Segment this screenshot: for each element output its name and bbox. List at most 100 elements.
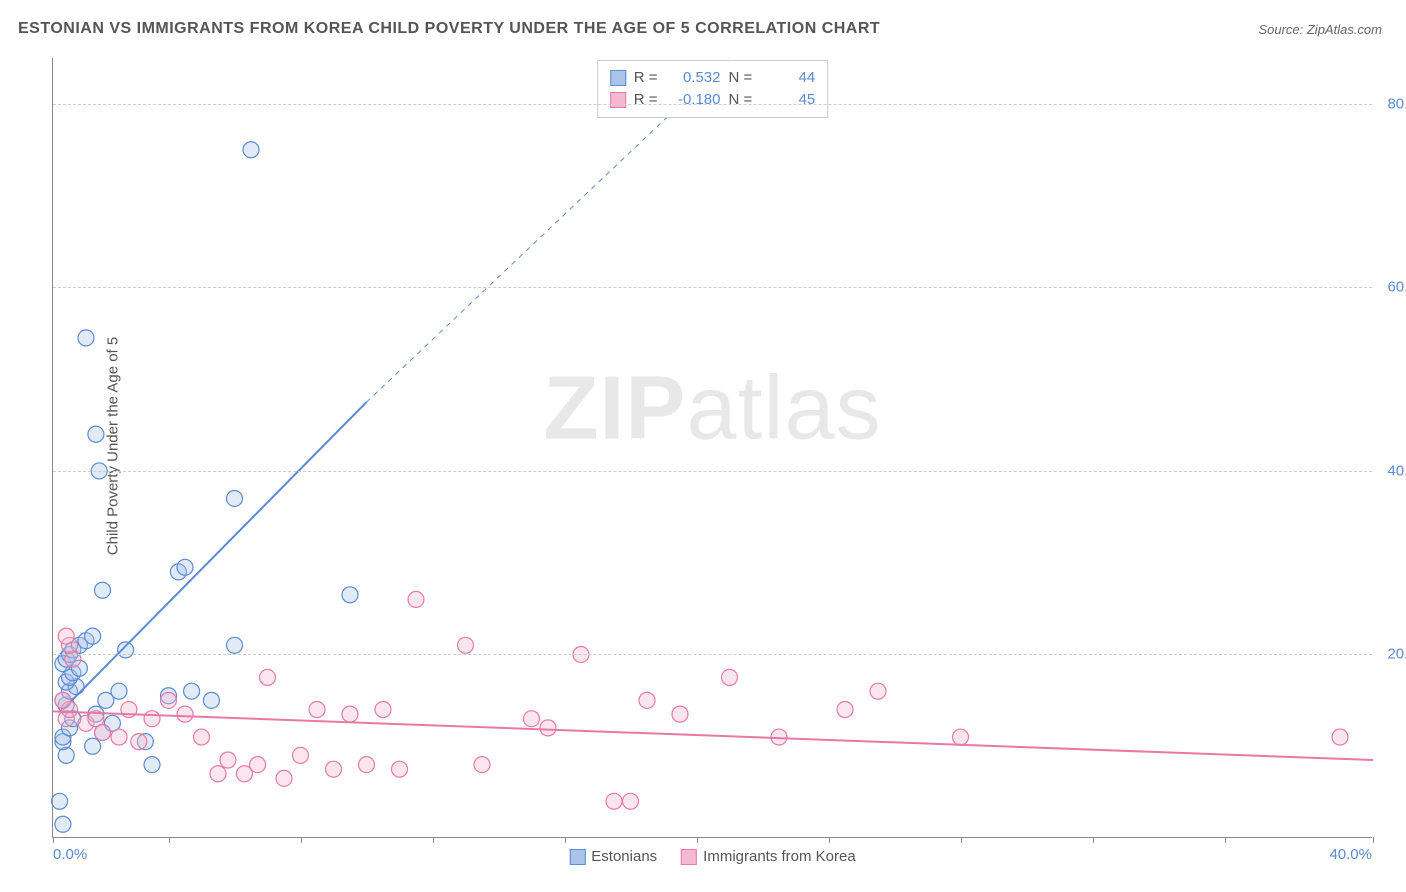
gridline bbox=[53, 104, 1372, 105]
y-tick-label: 20.0% bbox=[1387, 646, 1406, 663]
data-point-estonians bbox=[85, 628, 101, 644]
swatch-korea bbox=[610, 92, 626, 108]
correlation-legend: R = 0.532 N = 44 R = -0.180 N = 45 bbox=[597, 60, 829, 118]
x-tick-label-min: 0.0% bbox=[53, 846, 87, 863]
data-point-korea bbox=[474, 757, 490, 773]
data-point-estonians bbox=[184, 683, 200, 699]
legend-item-korea: Immigrants from Korea bbox=[681, 848, 856, 865]
data-point-korea bbox=[672, 706, 688, 722]
data-point-estonians bbox=[227, 637, 243, 653]
source-citation: Source: ZipAtlas.com bbox=[1258, 22, 1382, 37]
data-point-estonians bbox=[243, 142, 259, 158]
data-point-korea bbox=[837, 702, 853, 718]
data-point-korea bbox=[722, 669, 738, 685]
x-tick bbox=[565, 837, 566, 843]
data-point-korea bbox=[326, 761, 342, 777]
x-tick bbox=[53, 837, 54, 843]
chart-svg bbox=[53, 58, 1372, 837]
data-point-korea bbox=[392, 761, 408, 777]
data-point-korea bbox=[606, 793, 622, 809]
data-point-korea bbox=[458, 637, 474, 653]
n-label: N = bbox=[729, 89, 753, 111]
series-legend: Estonians Immigrants from Korea bbox=[569, 848, 855, 865]
data-point-korea bbox=[540, 720, 556, 736]
data-point-korea bbox=[194, 729, 210, 745]
data-point-estonians bbox=[177, 559, 193, 575]
data-point-korea bbox=[953, 729, 969, 745]
swatch-estonians bbox=[610, 70, 626, 86]
gridline bbox=[53, 654, 1372, 655]
legend-row-estonians: R = 0.532 N = 44 bbox=[610, 67, 816, 89]
data-point-korea bbox=[1332, 729, 1348, 745]
trend-line-estonians bbox=[63, 402, 367, 709]
x-tick bbox=[1093, 837, 1094, 843]
data-point-estonians bbox=[52, 793, 68, 809]
data-point-korea bbox=[220, 752, 236, 768]
legend-row-korea: R = -0.180 N = 45 bbox=[610, 89, 816, 111]
data-point-estonians bbox=[342, 587, 358, 603]
data-point-korea bbox=[58, 628, 74, 644]
plot-area: ZIPatlas R = 0.532 N = 44 R = -0.180 N =… bbox=[52, 58, 1372, 838]
r-value-estonians: 0.532 bbox=[666, 67, 721, 89]
n-value-estonians: 44 bbox=[760, 67, 815, 89]
x-tick bbox=[301, 837, 302, 843]
data-point-estonians bbox=[203, 692, 219, 708]
data-point-korea bbox=[177, 706, 193, 722]
gridline bbox=[53, 287, 1372, 288]
y-tick-label: 80.0% bbox=[1387, 95, 1406, 112]
x-tick bbox=[961, 837, 962, 843]
data-point-estonians bbox=[95, 582, 111, 598]
data-point-korea bbox=[870, 683, 886, 699]
x-tick bbox=[829, 837, 830, 843]
data-point-estonians bbox=[55, 816, 71, 832]
r-label: R = bbox=[634, 89, 658, 111]
x-tick bbox=[433, 837, 434, 843]
r-value-korea: -0.180 bbox=[666, 89, 721, 111]
swatch-estonians bbox=[569, 849, 585, 865]
data-point-estonians bbox=[227, 490, 243, 506]
x-tick bbox=[697, 837, 698, 843]
n-value-korea: 45 bbox=[760, 89, 815, 111]
y-tick-label: 60.0% bbox=[1387, 279, 1406, 296]
legend-label-korea: Immigrants from Korea bbox=[703, 848, 856, 865]
data-point-korea bbox=[55, 692, 71, 708]
data-point-korea bbox=[210, 766, 226, 782]
source-value: ZipAtlas.com bbox=[1307, 22, 1382, 37]
legend-label-estonians: Estonians bbox=[591, 848, 657, 865]
x-tick-label-max: 40.0% bbox=[1329, 846, 1372, 863]
data-point-korea bbox=[623, 793, 639, 809]
data-point-estonians bbox=[111, 683, 127, 699]
chart-title: ESTONIAN VS IMMIGRANTS FROM KOREA CHILD … bbox=[18, 20, 880, 38]
x-tick bbox=[1225, 837, 1226, 843]
data-point-estonians bbox=[144, 757, 160, 773]
trend-line-korea bbox=[53, 711, 1373, 760]
x-tick bbox=[169, 837, 170, 843]
data-point-estonians bbox=[78, 330, 94, 346]
data-point-korea bbox=[342, 706, 358, 722]
swatch-korea bbox=[681, 849, 697, 865]
data-point-estonians bbox=[88, 426, 104, 442]
gridline bbox=[53, 471, 1372, 472]
data-point-korea bbox=[639, 692, 655, 708]
data-point-korea bbox=[276, 770, 292, 786]
x-tick bbox=[1373, 837, 1374, 843]
data-point-korea bbox=[95, 724, 111, 740]
n-label: N = bbox=[729, 67, 753, 89]
data-point-estonians bbox=[85, 738, 101, 754]
data-point-korea bbox=[408, 591, 424, 607]
y-tick-label: 40.0% bbox=[1387, 462, 1406, 479]
data-point-korea bbox=[359, 757, 375, 773]
source-label: Source: bbox=[1258, 22, 1306, 37]
data-point-korea bbox=[260, 669, 276, 685]
data-point-korea bbox=[250, 757, 266, 773]
data-point-korea bbox=[309, 702, 325, 718]
data-point-korea bbox=[144, 711, 160, 727]
data-point-korea bbox=[293, 747, 309, 763]
data-point-korea bbox=[524, 711, 540, 727]
data-point-korea bbox=[131, 734, 147, 750]
data-point-korea bbox=[161, 692, 177, 708]
legend-item-estonians: Estonians bbox=[569, 848, 657, 865]
r-label: R = bbox=[634, 67, 658, 89]
data-point-korea bbox=[375, 702, 391, 718]
data-point-korea bbox=[111, 729, 127, 745]
